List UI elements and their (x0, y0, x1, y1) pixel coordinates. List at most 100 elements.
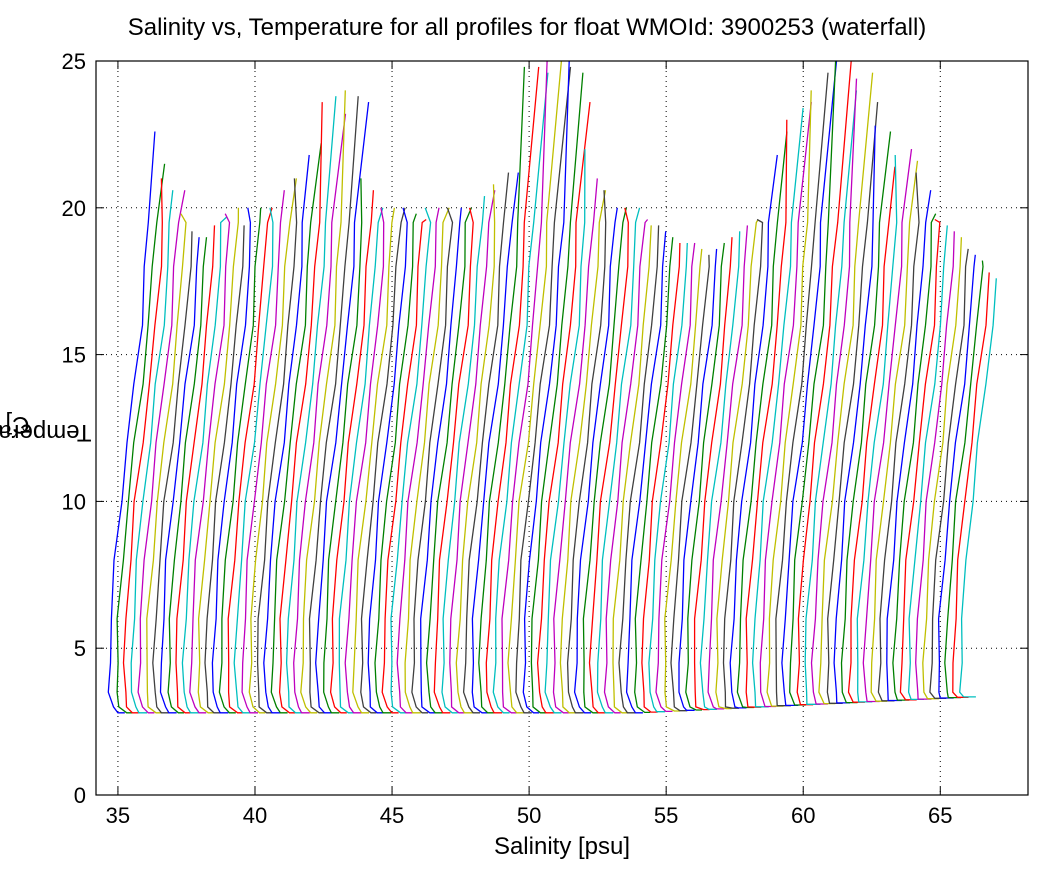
profile-line (625, 231, 667, 714)
profile-line (707, 225, 749, 710)
profile-line (810, 78, 858, 705)
profile-line (959, 278, 997, 698)
profile-line (507, 60, 563, 714)
profile-line (411, 207, 454, 714)
profile-line (937, 254, 976, 699)
profile-line (344, 207, 385, 714)
profile-line (759, 102, 812, 708)
profile-line (544, 149, 586, 714)
profile-lines (107, 60, 997, 714)
profile-line (293, 113, 347, 714)
profile-line (618, 225, 660, 714)
profile-line (603, 219, 649, 714)
profile-line (329, 190, 375, 714)
profile-line (818, 72, 874, 705)
y-tick-label: 20 (62, 196, 86, 221)
profile-line (300, 90, 346, 714)
profile-line (804, 90, 858, 705)
profile-line (566, 190, 607, 714)
profile-line (449, 190, 496, 714)
y-tick-label: 0 (74, 783, 86, 808)
profile-line (204, 225, 245, 714)
profile-line (501, 60, 548, 714)
profile-line (573, 207, 618, 714)
profile-line (856, 154, 898, 703)
profile-line (552, 178, 598, 714)
profile-line (315, 102, 370, 714)
profile-line (159, 237, 200, 714)
profile-line (441, 196, 486, 714)
y-tick-label: 25 (62, 49, 86, 74)
profile-line (360, 207, 406, 714)
profile-line (751, 107, 804, 708)
profile-line (847, 166, 896, 703)
profile-line (588, 207, 629, 714)
profile-line (478, 66, 526, 714)
chart-title: Salinity vs, Temperature for all profile… (127, 14, 927, 41)
x-axis-label: Salinity [psu] (493, 833, 631, 860)
x-tick-label: 50 (517, 803, 541, 828)
profile-line (256, 178, 298, 714)
profile-line (323, 178, 363, 714)
profile-line (211, 207, 252, 714)
profile-line (189, 213, 231, 714)
profile-line (396, 207, 440, 714)
x-tick-label: 45 (380, 803, 404, 828)
x-tick-label: 60 (791, 803, 815, 828)
profile-line (899, 218, 941, 701)
profile-line (233, 207, 274, 714)
profile-line (886, 190, 932, 702)
profile-line (270, 143, 322, 714)
profile-line (367, 207, 408, 714)
profile-line (285, 96, 337, 714)
profile-line (678, 248, 718, 711)
profile-line (218, 207, 262, 714)
profile-line (781, 60, 838, 707)
profile-line (390, 207, 432, 714)
profile-line (352, 207, 396, 714)
profile-line (952, 272, 990, 698)
profile-line (655, 242, 696, 713)
profile-line (596, 207, 641, 714)
profile-line (515, 66, 572, 714)
profile-line (146, 213, 187, 714)
profile-line (648, 242, 688, 713)
profile-line (612, 225, 652, 714)
profile-line (699, 231, 741, 710)
profile-line (693, 237, 733, 711)
y-axis-label-end: C] (5, 410, 30, 438)
profile-line (462, 172, 510, 714)
profile-line (167, 237, 208, 714)
profile-line (420, 207, 462, 714)
profile-line (433, 207, 474, 714)
profile-line (455, 184, 496, 714)
profile-line (492, 72, 549, 714)
profile-line (107, 131, 156, 714)
profile-line (729, 154, 778, 709)
profile-line (381, 218, 427, 714)
x-tick-label: 40 (243, 803, 267, 828)
profile-line (241, 190, 285, 714)
profile-line (915, 231, 955, 700)
profile-line (137, 190, 186, 714)
y-tick-label: 5 (74, 636, 86, 661)
profile-line (745, 119, 788, 708)
profile-line (775, 72, 829, 707)
profile-line (862, 149, 913, 703)
profile-line (833, 125, 876, 704)
profile-line (522, 60, 570, 714)
profile-line (152, 231, 193, 714)
profile-line (670, 254, 710, 712)
profile-line (308, 96, 359, 714)
profile-line (181, 216, 228, 714)
y-tick-label: 10 (62, 489, 86, 514)
profile-line (796, 60, 852, 706)
profile-line (634, 237, 674, 714)
profile-line (130, 190, 174, 714)
plot-frame (95, 60, 1029, 796)
x-tick-label: 35 (106, 803, 130, 828)
profile-line (338, 207, 384, 714)
profile-line (840, 131, 892, 704)
profile-line (685, 242, 725, 711)
